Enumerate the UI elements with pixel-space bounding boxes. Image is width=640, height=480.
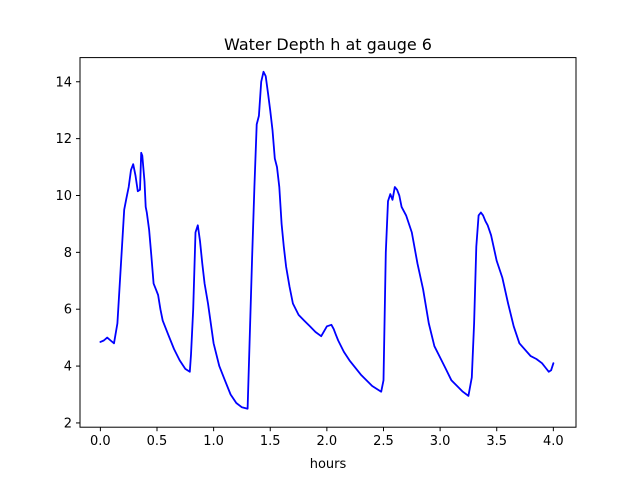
x-tick-label: 2.0 — [317, 434, 338, 449]
plot-area — [99, 70, 555, 410]
x-tick-label: 1.0 — [203, 434, 224, 449]
x-tick-label: 3.0 — [430, 434, 451, 449]
x-tick-label: 0.5 — [147, 434, 168, 449]
x-tick-label: 2.5 — [373, 434, 394, 449]
x-tick-label: 4.0 — [543, 434, 564, 449]
y-tick-label: 4 — [64, 360, 72, 375]
x-axis-label: hours — [310, 457, 347, 472]
y-tick-label: 8 — [64, 246, 72, 261]
y-tick-label: 12 — [55, 132, 72, 147]
depth-series-line — [99, 70, 555, 410]
x-tick-label: 1.5 — [260, 434, 281, 449]
y-tick-label: 14 — [55, 75, 72, 90]
y-tick-label: 10 — [55, 189, 72, 204]
x-tick-label: 0.0 — [90, 434, 111, 449]
chart-title: Water Depth h at gauge 6 — [224, 35, 432, 54]
y-tick-label: 6 — [64, 303, 72, 318]
y-tick-label: 2 — [64, 416, 72, 431]
axes-frame — [79, 57, 577, 428]
axis-ticks: 0.0 0.5 1.0 1.5 2.0 2.5 3.0 3.5 4.0 2 4 6 8 10 12 14 — [55, 75, 563, 449]
x-tick-label: 3.5 — [486, 434, 507, 449]
